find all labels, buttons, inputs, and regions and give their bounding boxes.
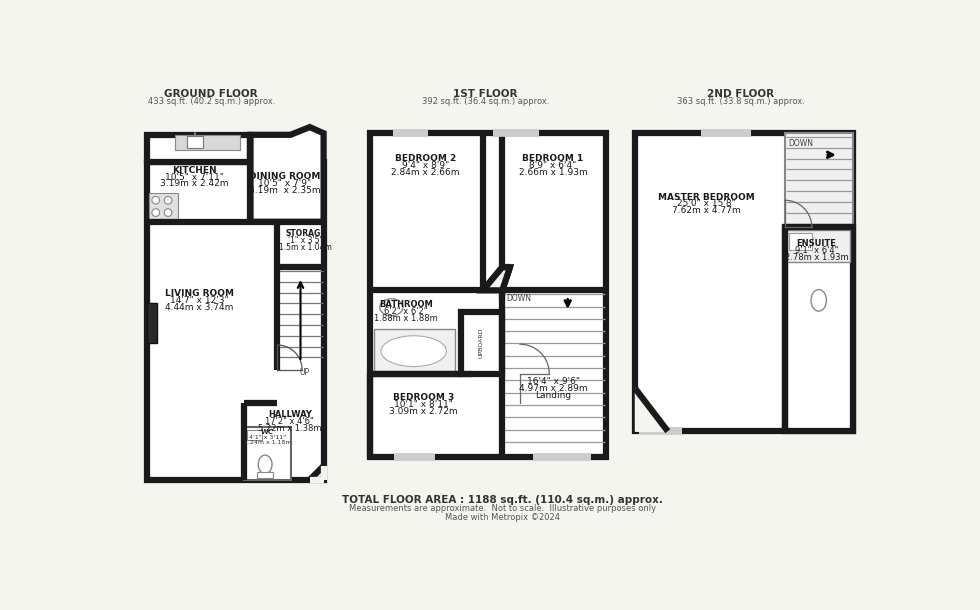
Bar	[787, 229, 851, 262]
Text: 2.66m x 1.93m: 2.66m x 1.93m	[518, 168, 587, 177]
Text: UPBOARD: UPBOARD	[479, 328, 484, 358]
Text: 363 sq.ft. (33.8 sq.m.) approx.: 363 sq.ft. (33.8 sq.m.) approx.	[677, 97, 805, 106]
Bar	[785, 133, 853, 227]
Text: Made with Metropix ©2024: Made with Metropix ©2024	[445, 513, 560, 522]
Bar	[149, 193, 178, 220]
Circle shape	[152, 209, 160, 217]
Text: ENSUITE: ENSUITE	[797, 239, 836, 248]
Text: BEDROOM 3: BEDROOM 3	[393, 393, 455, 402]
Circle shape	[165, 196, 172, 204]
Text: 17'2" x 4'6": 17'2" x 4'6"	[266, 417, 315, 426]
Text: 3.09m x 2.72m: 3.09m x 2.72m	[389, 407, 458, 415]
Text: 10'1" x 8'11": 10'1" x 8'11"	[394, 400, 453, 409]
Text: 4'1" x 3'11": 4'1" x 3'11"	[249, 435, 286, 440]
Text: 2.78m x 1.93m: 2.78m x 1.93m	[785, 253, 849, 262]
Bar	[635, 133, 853, 431]
Text: 4.44m x 3.74m: 4.44m x 3.74m	[166, 303, 234, 312]
Bar	[789, 234, 811, 250]
Text: 25'0" x 15'8": 25'0" x 15'8"	[677, 199, 736, 209]
Text: 6'2" x 6'2": 6'2" x 6'2"	[384, 307, 427, 316]
Ellipse shape	[258, 455, 272, 473]
Text: 14'7" x 12'3": 14'7" x 12'3"	[171, 296, 229, 305]
Text: TOTAL FLOOR AREA : 1188 sq.ft. (110.4 sq.m.) approx.: TOTAL FLOOR AREA : 1188 sq.ft. (110.4 sq…	[342, 495, 662, 505]
Bar	[186, 137, 204, 148]
Text: 5.22m x 1.38m: 5.22m x 1.38m	[258, 425, 321, 433]
Bar	[462, 312, 503, 373]
Bar	[244, 428, 290, 479]
Text: 2.84m x 2.66m: 2.84m x 2.66m	[391, 168, 460, 177]
Bar	[247, 429, 262, 440]
Text: '1" x 3'5": '1" x 3'5"	[288, 235, 323, 245]
Text: LIVING ROOM: LIVING ROOM	[166, 289, 234, 298]
Text: 16'4" x 9'6": 16'4" x 9'6"	[526, 378, 579, 386]
Polygon shape	[635, 389, 667, 431]
Text: 4.97m x 2.89m: 4.97m x 2.89m	[518, 384, 587, 393]
Text: 433 sq.ft. (40.2 sq.m.) approx.: 433 sq.ft. (40.2 sq.m.) approx.	[148, 97, 274, 106]
Text: BEDROOM 2: BEDROOM 2	[395, 154, 456, 163]
Polygon shape	[483, 267, 510, 290]
Text: 1.5m x 1.04m: 1.5m x 1.04m	[279, 243, 332, 251]
Bar	[785, 227, 853, 431]
Bar	[147, 162, 323, 479]
Text: MASTER BEDROOM: MASTER BEDROOM	[658, 193, 755, 201]
Text: 9'1" x 6'4": 9'1" x 6'4"	[795, 246, 838, 255]
Text: DINING ROOM: DINING ROOM	[249, 172, 320, 181]
Bar	[369, 133, 607, 457]
Text: WC: WC	[261, 429, 273, 435]
Text: 3.19m  x 2.35m: 3.19m x 2.35m	[249, 185, 320, 195]
Text: 10'5" x 7'9": 10'5" x 7'9"	[258, 179, 311, 188]
Polygon shape	[251, 127, 323, 222]
Text: GROUND FLOOR: GROUND FLOOR	[165, 88, 258, 99]
Text: 2ND FLOOR: 2ND FLOOR	[708, 88, 774, 99]
Text: 1ST FLOOR: 1ST FLOOR	[453, 88, 517, 99]
Text: DOWN: DOWN	[506, 294, 531, 303]
Text: HALLWAY: HALLWAY	[268, 411, 312, 420]
Bar	[147, 135, 251, 162]
Text: Measurements are approximate.  Not to scale.  Illustrative purposes only: Measurements are approximate. Not to sca…	[349, 504, 656, 514]
Text: 3.19m x 2.42m: 3.19m x 2.42m	[160, 179, 228, 188]
Circle shape	[165, 209, 172, 217]
Text: STORAGE: STORAGE	[285, 229, 326, 238]
Text: 1.24m x 1.18m: 1.24m x 1.18m	[244, 440, 291, 445]
Ellipse shape	[381, 336, 447, 367]
Text: UP: UP	[299, 368, 310, 377]
Text: 8'9" x 6'4": 8'9" x 6'4"	[529, 161, 576, 170]
Text: 10'5" x 7'11": 10'5" x 7'11"	[165, 173, 223, 182]
Text: KITCHEN: KITCHEN	[172, 165, 217, 174]
Bar	[258, 472, 272, 478]
Text: BEDROOM 1: BEDROOM 1	[522, 154, 584, 163]
Text: Landing: Landing	[535, 391, 571, 400]
Bar	[175, 135, 240, 150]
Text: 9'4" x 8'9": 9'4" x 8'9"	[402, 161, 449, 170]
Bar	[373, 329, 455, 373]
Bar	[147, 303, 158, 343]
Circle shape	[152, 196, 160, 204]
Text: BATHROOM: BATHROOM	[379, 300, 433, 309]
Ellipse shape	[811, 290, 826, 311]
Ellipse shape	[380, 299, 403, 316]
Text: DOWN: DOWN	[788, 140, 813, 148]
Text: 7.62m x 4.77m: 7.62m x 4.77m	[672, 206, 741, 215]
Text: 1.88m x 1.88m: 1.88m x 1.88m	[374, 314, 438, 323]
Text: 392 sq.ft. (36.4 sq.m.) approx.: 392 sq.ft. (36.4 sq.m.) approx.	[421, 97, 549, 106]
